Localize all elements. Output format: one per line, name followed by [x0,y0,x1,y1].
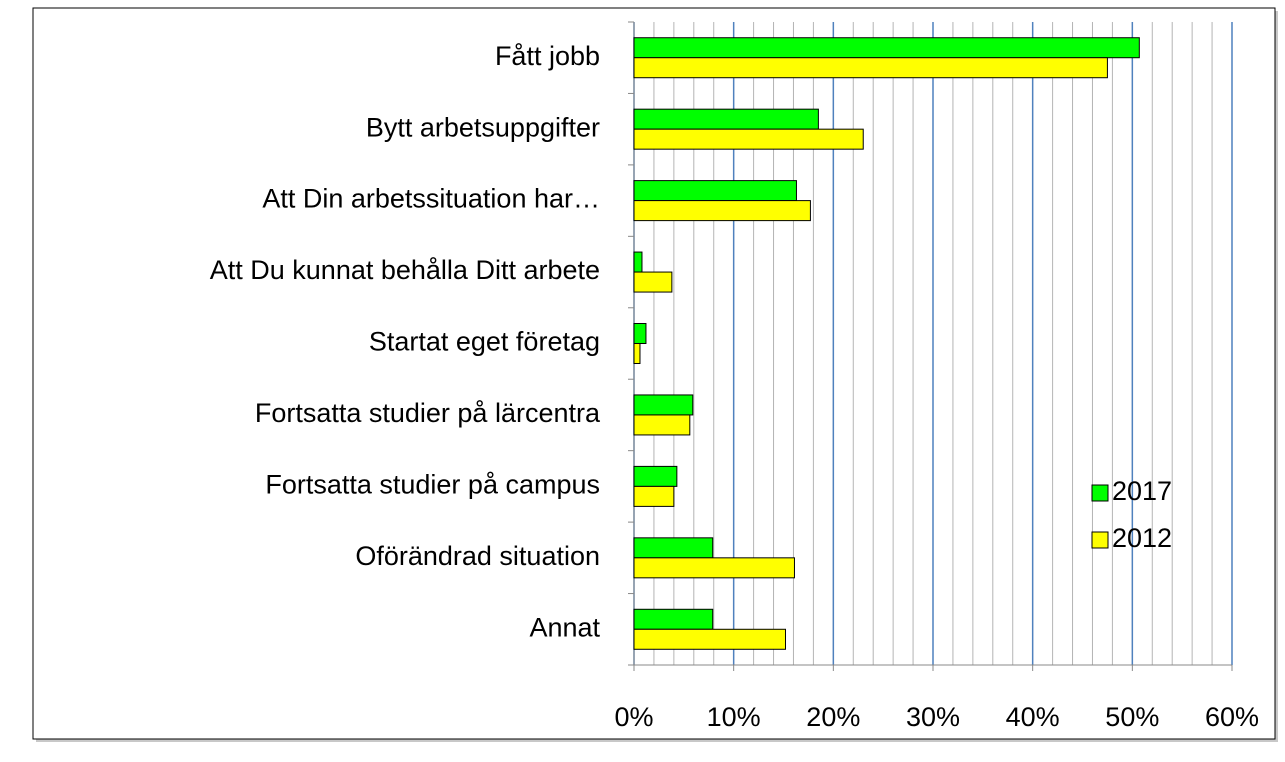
x-tick-label: 0% [614,702,653,732]
bar [633,557,795,579]
bar [633,628,786,650]
bar [633,465,678,487]
y-tick-label: Annat [529,612,600,642]
bar [633,537,714,559]
legend-swatch [1091,531,1109,549]
legend-label: 2012 [1112,523,1172,553]
bar [633,200,811,222]
bar [633,57,1108,79]
x-tick-label: 30% [906,702,960,732]
bar [633,485,675,507]
bar [633,108,819,130]
bar [633,414,691,436]
bar [633,343,641,364]
x-tick-label: 10% [707,702,761,732]
y-tick-label: Oförändrad situation [355,541,600,571]
y-tick-label: Fått jobb [495,41,600,71]
x-tick-label: 50% [1105,702,1159,732]
x-tick-label: 20% [806,702,860,732]
x-tick-label: 60% [1205,702,1259,732]
bar [633,128,864,150]
y-tick-label: Att Din arbetssituation har… [262,184,600,214]
y-tick-label: Fortsatta studier på campus [265,470,600,500]
legend-swatch [1091,484,1109,502]
bar [633,37,1140,59]
bar [633,251,643,273]
bar [633,180,797,202]
y-tick-label: Fortsatta studier på lärcentra [255,398,601,428]
bar [633,271,673,293]
y-tick-label: Bytt arbetsuppgifter [366,112,600,142]
legend-label: 2017 [1112,476,1172,506]
bar [633,323,647,344]
y-tick-label: Startat eget företag [369,327,600,357]
x-tick-label: 40% [1006,702,1060,732]
bar [633,394,694,416]
bar [633,608,714,630]
y-tick-label: Att Du kunnat behålla Ditt arbete [210,255,600,285]
